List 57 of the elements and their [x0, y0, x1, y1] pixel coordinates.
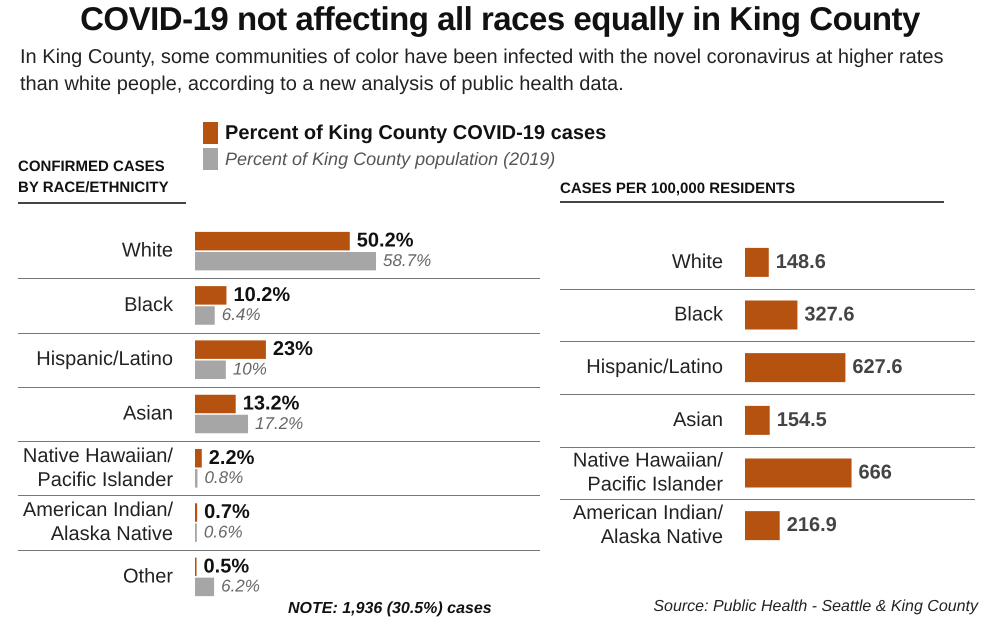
y-tick-label: Black: [674, 304, 724, 326]
y-tick-label: American Indian/ Alaska Native: [22, 499, 174, 546]
bar: [195, 360, 226, 379]
chart-title: CASES PER 100,000 RESIDENTS: [560, 180, 944, 203]
y-tick-label: Asian: [672, 408, 723, 431]
y-tick-label: Black: [124, 294, 174, 316]
data-label: 2.2%: [208, 446, 255, 469]
data-label: 0.8%: [204, 468, 244, 488]
y-tick-label: American Indian/ Alaska Native: [572, 502, 724, 548]
legend-label: Percent of King County COVID-19 cases: [225, 122, 606, 144]
bar: [195, 449, 202, 468]
source-note: Source: Public Health - Seattle & King County: [653, 598, 978, 616]
y-tick-label: Other: [122, 565, 174, 588]
data-label: 6.4%: [222, 305, 260, 324]
bar: [195, 340, 266, 359]
text: COVID-19 not affecting all races equally in King County: [79, 0, 922, 38]
bar: [195, 252, 376, 270]
data-label: 0.5%: [204, 555, 250, 578]
data-label: 17.2%: [255, 414, 304, 433]
bar: [745, 406, 770, 435]
bar: [745, 511, 780, 540]
data-label: 58.7%: [382, 250, 432, 270]
annotation: NOTE: 1,936 (30.5%) cases: [288, 600, 492, 618]
y-tick-label: White: [672, 250, 723, 273]
bar: [195, 578, 214, 596]
data-label: 0.6%: [204, 522, 243, 542]
data-label: 6.2%: [221, 576, 260, 596]
bar: [745, 458, 852, 488]
y-tick-label: White: [122, 240, 173, 262]
data-label: 154.5: [776, 408, 827, 431]
legend-label: Percent of King County population (2019): [225, 148, 556, 170]
data-label: 10%: [232, 359, 267, 378]
bar: [745, 353, 846, 382]
bar: [195, 232, 350, 250]
data-label: 327.6: [804, 304, 854, 326]
y-axis-title: CONFIRMED CASES BY RACE/ETHNICITY: [18, 156, 186, 204]
bar: [745, 300, 798, 330]
y-tick-label: Native Hawaiian/ Pacific Islander: [572, 450, 724, 496]
bar: [195, 394, 236, 414]
data-label: 0.7%: [204, 501, 250, 524]
y-tick-label: Native Hawaiian/ Pacific Islander: [22, 444, 174, 491]
data-label: 50.2%: [356, 230, 414, 252]
data-label: 13.2%: [242, 392, 300, 414]
data-label: 23%: [272, 338, 314, 360]
bar: [195, 286, 226, 305]
bar: [195, 414, 248, 434]
data-label: 627.6: [852, 356, 902, 378]
data-label: 148.6: [776, 250, 826, 273]
data-label: 216.9: [786, 514, 837, 536]
text: In King County, some communities of color have been infected with the novel coronavirus at higher rates than white people, according to a new analysis of public health data.: [20, 45, 944, 97]
bar: [195, 306, 215, 325]
y-tick-label: Hispanic/Latino: [36, 348, 173, 370]
y-tick-label: Hispanic/Latino: [586, 356, 723, 378]
y-tick-label: Asian: [122, 402, 173, 425]
data-label: 10.2%: [233, 284, 290, 306]
data-label: 666: [858, 462, 892, 484]
bar: [745, 248, 769, 277]
